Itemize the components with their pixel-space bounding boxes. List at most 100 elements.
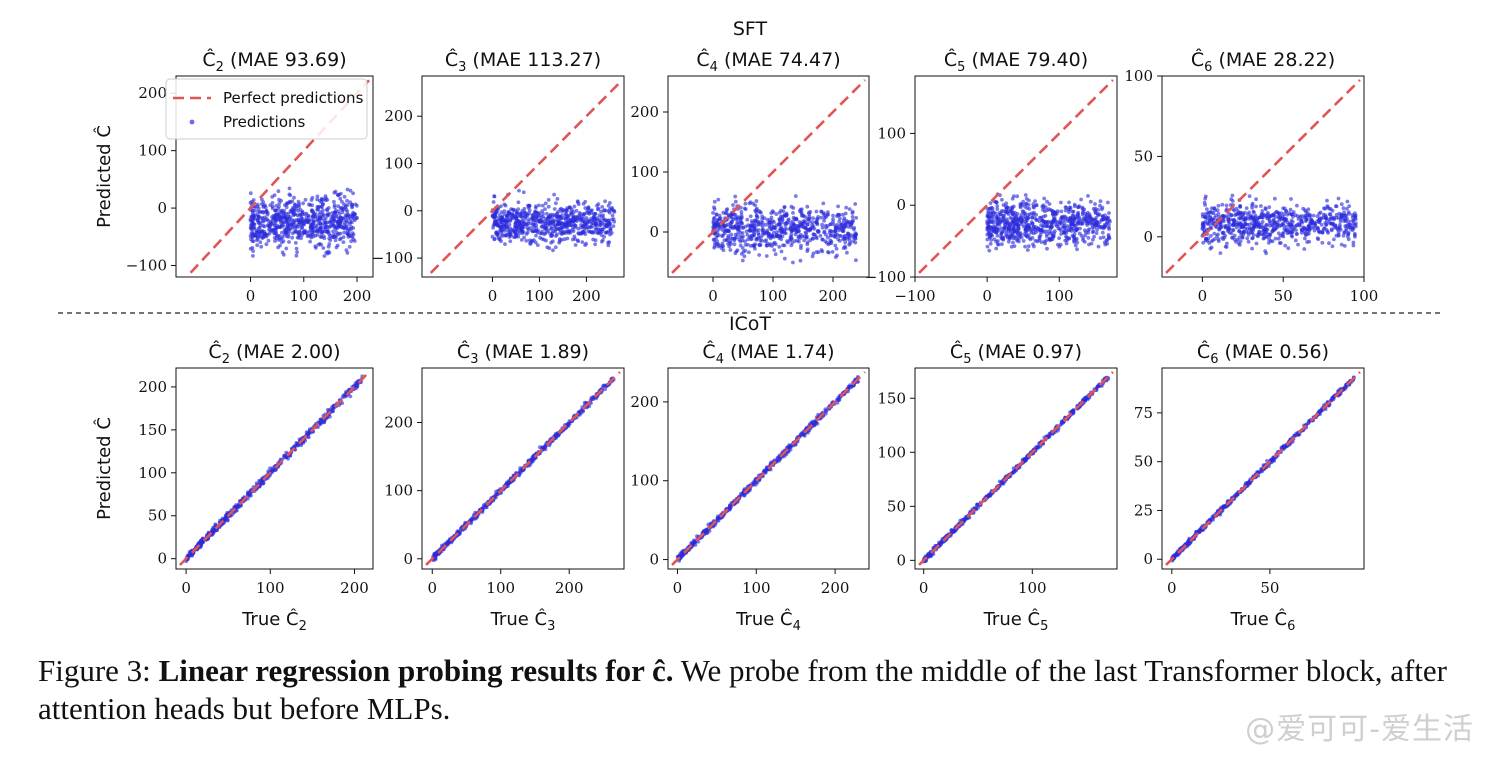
- data-point: [1341, 233, 1346, 238]
- data-point: [282, 220, 286, 225]
- data-point: [287, 192, 292, 197]
- y-tick-label: 0: [1143, 228, 1153, 246]
- data-point: [270, 204, 275, 209]
- title-symbol: Ĉ: [457, 339, 470, 363]
- data-point: [572, 234, 577, 239]
- data-point: [711, 237, 716, 242]
- data-point: [284, 450, 289, 455]
- data-point: [578, 218, 583, 223]
- data-point: [268, 228, 273, 233]
- data-point: [337, 192, 341, 197]
- data-point: [1048, 236, 1052, 241]
- data-point: [238, 503, 243, 508]
- data-point: [713, 244, 717, 248]
- title-symbol: Ĉ: [944, 47, 957, 71]
- data-point: [1008, 215, 1013, 220]
- data-point: [256, 217, 260, 221]
- data-point: [1306, 227, 1310, 232]
- data-point: [540, 203, 545, 208]
- data-point: [326, 244, 331, 249]
- data-point: [1011, 219, 1016, 224]
- x-label-subscript: 3: [547, 619, 555, 634]
- data-point: [784, 227, 789, 231]
- data-point: [346, 235, 351, 239]
- data-point: [1315, 236, 1320, 241]
- title-subscript: 3: [458, 60, 466, 75]
- data-point: [1039, 223, 1044, 228]
- data-point: [355, 203, 359, 208]
- data-point: [251, 249, 256, 254]
- data-point: [316, 217, 321, 222]
- data-point: [811, 232, 816, 237]
- data-point: [753, 203, 758, 208]
- legend-point-swatch: [189, 119, 195, 125]
- data-point: [831, 217, 835, 222]
- data-point: [250, 246, 255, 250]
- data-point: [766, 221, 771, 225]
- y-axis-label: Predicted Ĉ: [93, 417, 115, 520]
- data-point: [583, 222, 587, 227]
- data-point: [754, 208, 759, 212]
- data-point: [1075, 240, 1080, 245]
- y-tick-label: 200: [384, 414, 413, 432]
- data-point: [1030, 222, 1035, 226]
- data-point: [516, 225, 521, 229]
- data-point: [802, 219, 806, 223]
- data-point: [796, 223, 801, 228]
- data-point: [515, 227, 519, 232]
- data-point: [549, 223, 553, 228]
- perfect-line: [179, 371, 370, 566]
- data-point: [1250, 246, 1254, 251]
- data-point: [350, 235, 355, 239]
- data-point: [1093, 202, 1097, 206]
- data-point: [250, 208, 255, 213]
- data-point: [834, 246, 839, 251]
- x-tick-label: 100: [486, 579, 515, 597]
- data-point: [1076, 210, 1081, 215]
- data-point: [791, 226, 796, 231]
- data-point: [824, 232, 828, 237]
- data-point: [778, 222, 782, 226]
- data-point: [853, 202, 858, 206]
- title-symbol: Ĉ: [1191, 47, 1204, 71]
- data-point: [1334, 215, 1339, 220]
- data-point: [1036, 228, 1040, 233]
- data-point: [1265, 211, 1270, 215]
- data-point: [1069, 229, 1074, 233]
- data-point: [728, 248, 733, 252]
- data-point: [211, 531, 216, 536]
- x-tick-label: 50: [1274, 287, 1293, 305]
- data-point: [272, 193, 277, 198]
- data-point: [257, 478, 261, 483]
- data-point: [340, 199, 344, 204]
- data-point: [333, 208, 338, 213]
- data-point: [987, 248, 992, 253]
- data-point: [1087, 212, 1092, 217]
- data-point: [1067, 236, 1072, 241]
- data-point: [843, 246, 848, 250]
- data-point: [805, 249, 810, 254]
- data-point: [346, 213, 351, 218]
- data-point: [522, 221, 527, 225]
- data-point: [342, 194, 347, 199]
- data-point: [1224, 203, 1229, 208]
- data-point: [846, 232, 850, 237]
- data-point: [1002, 225, 1007, 230]
- data-point: [567, 205, 572, 210]
- data-point: [521, 229, 526, 234]
- data-point: [1080, 207, 1085, 211]
- data-point: [300, 226, 304, 231]
- data-point: [1025, 248, 1030, 252]
- data-point: [287, 229, 291, 234]
- data-point: [296, 217, 301, 222]
- points-group: [490, 188, 617, 253]
- data-point: [1323, 206, 1327, 211]
- data-point: [1107, 211, 1111, 215]
- data-point: [564, 208, 569, 212]
- data-point: [803, 230, 808, 235]
- data-point: [1325, 229, 1330, 234]
- data-point: [1232, 208, 1237, 213]
- data-point: [828, 233, 833, 238]
- x-label-word: True: [490, 609, 535, 630]
- y-tick-label: 200: [138, 84, 167, 102]
